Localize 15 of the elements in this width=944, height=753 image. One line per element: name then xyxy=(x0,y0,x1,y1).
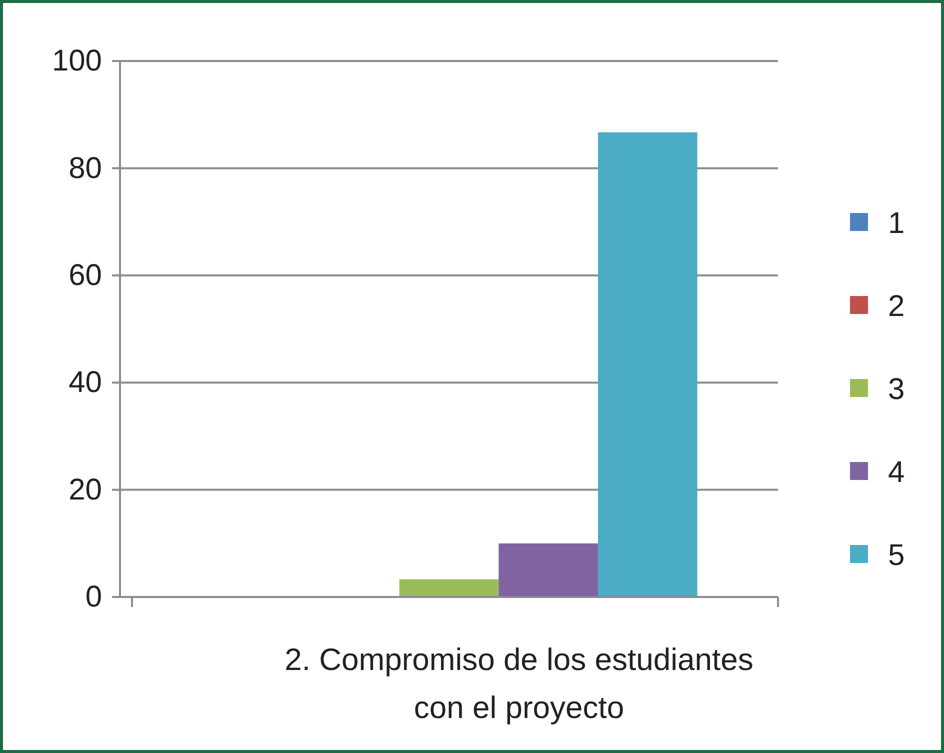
y-tick-label: 100 xyxy=(52,44,102,78)
x-tick-label: 2. Compromiso de los estudiantes con el proyecto xyxy=(284,642,754,725)
y-tick-label: 80 xyxy=(68,152,102,185)
legend-label: 4 xyxy=(888,456,905,489)
legend-label: 1 xyxy=(888,207,905,240)
y-tick-label: 20 xyxy=(68,473,102,506)
legend-label: 5 xyxy=(888,539,905,572)
legend-label: 2 xyxy=(888,290,905,323)
legend-label: 3 xyxy=(888,373,905,406)
bar xyxy=(498,543,598,597)
y-tick-label: 40 xyxy=(68,366,102,400)
y-tick-label: 60 xyxy=(68,259,102,292)
bar xyxy=(399,579,499,597)
bar xyxy=(598,132,698,597)
y-tick-label: 0 xyxy=(85,580,102,614)
